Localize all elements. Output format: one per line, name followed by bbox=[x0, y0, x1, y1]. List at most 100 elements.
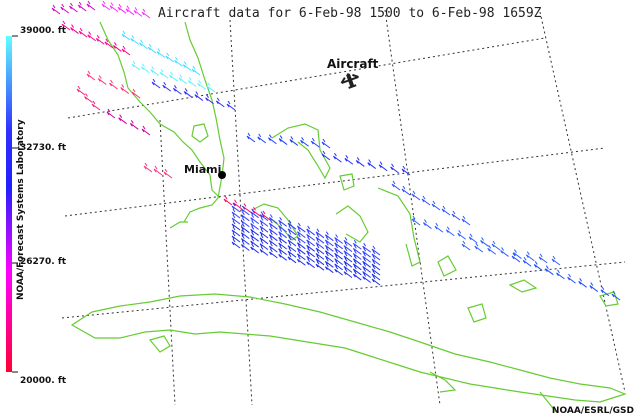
colorbar-tick-label: 32730. ft bbox=[20, 143, 67, 153]
grid-line bbox=[67, 37, 546, 119]
wind-barb bbox=[315, 260, 325, 271]
wind-barb bbox=[86, 70, 96, 81]
wind-barb bbox=[97, 75, 107, 85]
wind-barb bbox=[315, 239, 325, 249]
bahama-islet bbox=[467, 303, 487, 323]
wind-barb bbox=[306, 247, 315, 258]
wind-barb bbox=[104, 38, 114, 49]
wind-barb bbox=[250, 220, 259, 230]
isla-de-juventud bbox=[148, 335, 171, 353]
wind-barb bbox=[240, 205, 250, 216]
wind-barb bbox=[76, 85, 86, 96]
wind-barb bbox=[117, 3, 127, 14]
wind-barb bbox=[268, 237, 278, 247]
wind-barb bbox=[61, 20, 71, 31]
bahama-islet bbox=[508, 279, 538, 293]
wind-barb bbox=[278, 135, 288, 145]
lake-okeechobee bbox=[191, 123, 209, 143]
great-abaco bbox=[271, 123, 331, 180]
wind-barb bbox=[130, 35, 140, 45]
wind-barb bbox=[306, 231, 315, 241]
aircraft-tracks bbox=[51, 0, 621, 301]
wind-barb bbox=[141, 8, 151, 19]
wind-barb bbox=[362, 242, 371, 253]
wind-barb bbox=[131, 88, 141, 99]
wind-barb bbox=[125, 5, 135, 16]
wind-barb bbox=[257, 133, 267, 144]
wind-barb bbox=[296, 228, 306, 238]
wind-barb bbox=[268, 242, 278, 253]
miami-marker[interactable] bbox=[218, 171, 226, 179]
wind-barb bbox=[278, 217, 287, 227]
wind-barb bbox=[139, 39, 148, 50]
wind-barb bbox=[143, 162, 153, 173]
wind-barb bbox=[306, 252, 315, 263]
wind-barb bbox=[268, 219, 278, 230]
wind-barb bbox=[538, 253, 548, 264]
wind-barb bbox=[120, 84, 130, 94]
wind-barb bbox=[411, 190, 421, 201]
colorbar-tick-label: 39000. ft bbox=[20, 26, 67, 36]
wind-barb bbox=[259, 211, 269, 221]
wind-barb bbox=[324, 252, 334, 263]
wind-barb bbox=[150, 66, 160, 76]
wind-barb bbox=[278, 251, 287, 261]
wind-barb bbox=[371, 275, 381, 286]
wind-barb bbox=[278, 234, 287, 244]
cuba-south-detail bbox=[539, 391, 557, 413]
wind-barb bbox=[544, 265, 554, 276]
wind-barb bbox=[343, 237, 353, 247]
wind-barb bbox=[231, 214, 241, 225]
city-label-miami[interactable]: Miami bbox=[184, 163, 222, 176]
wind-barb bbox=[287, 219, 297, 230]
wind-barb bbox=[129, 120, 139, 130]
wind-barb bbox=[268, 231, 278, 242]
wind-barb bbox=[231, 232, 241, 243]
wind-barb bbox=[344, 155, 354, 165]
wind-barb bbox=[487, 245, 497, 255]
wind-barb bbox=[268, 134, 277, 145]
wind-barb bbox=[231, 202, 241, 213]
wind-barb bbox=[101, 0, 111, 11]
wind-barb bbox=[296, 233, 306, 244]
wind-barb bbox=[240, 241, 250, 251]
wind-barb bbox=[78, 27, 88, 38]
wind-barb bbox=[109, 2, 119, 12]
wind-barb bbox=[324, 247, 334, 258]
wind-barb bbox=[133, 7, 143, 17]
wind-barb bbox=[457, 230, 467, 240]
wind-barb bbox=[324, 231, 334, 242]
colorbar-label: NOAA/Forecast Systems Laboratory bbox=[4, 119, 26, 300]
wind-barb bbox=[401, 185, 411, 196]
wind-barb bbox=[278, 228, 287, 239]
wind-barb bbox=[324, 263, 334, 274]
wind-barb bbox=[240, 211, 250, 222]
wind-barb bbox=[480, 237, 489, 247]
wind-barb bbox=[513, 249, 522, 259]
wind-barb bbox=[287, 231, 297, 241]
wind-barb bbox=[240, 229, 250, 239]
wind-barb bbox=[231, 220, 241, 231]
wind-barb bbox=[106, 108, 116, 119]
wind-barb bbox=[287, 242, 297, 252]
wind-barb bbox=[315, 228, 325, 239]
wind-barb bbox=[259, 228, 269, 239]
wind-barb bbox=[296, 222, 306, 233]
wind-barb bbox=[315, 255, 325, 266]
wind-barb bbox=[240, 217, 250, 228]
wind-barb bbox=[250, 208, 259, 219]
wind-barb bbox=[259, 222, 269, 233]
wind-barb bbox=[578, 278, 587, 288]
wind-barb bbox=[250, 226, 259, 236]
colorbar-label-text: NOAA/Forecast Systems Laboratory bbox=[16, 119, 26, 300]
wind-barb bbox=[333, 152, 342, 163]
wind-barb bbox=[215, 97, 225, 108]
wind-barb bbox=[205, 94, 214, 105]
wind-barb bbox=[156, 48, 166, 58]
wind-barb bbox=[600, 286, 610, 297]
wind-barb bbox=[334, 234, 343, 244]
bahama-islet bbox=[599, 291, 619, 307]
bahama-islet bbox=[437, 255, 457, 277]
